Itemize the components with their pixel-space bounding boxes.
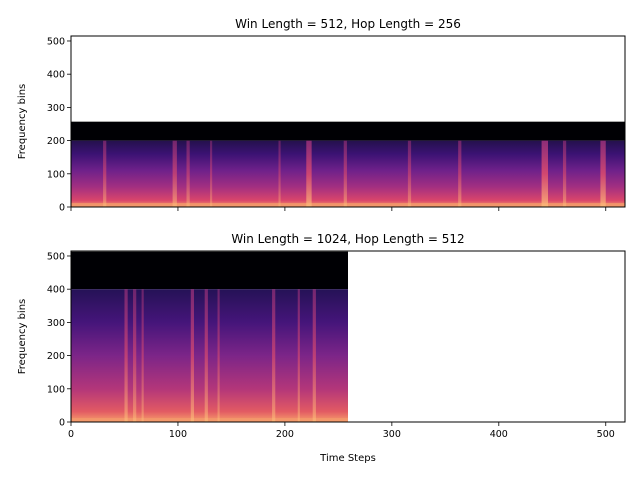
ytick-label-top-0: 0 — [59, 203, 65, 214]
spectrogram-track-top-8 — [458, 140, 462, 207]
chart-title-top: Win Length = 512, Hop Length = 256 — [235, 17, 461, 31]
spectrogram-track-top-11 — [600, 140, 606, 207]
spectrogram-track-top-1 — [172, 140, 177, 207]
ytick-label-top-300: 300 — [47, 103, 65, 114]
spectrogram-track-bottom-5 — [217, 289, 220, 422]
spectrogram-track-bottom-4 — [204, 289, 208, 422]
spectrogram-empty-band-top — [71, 121, 625, 141]
spectrogram-track-top-0 — [103, 140, 107, 207]
ytick-label-bottom-100: 100 — [47, 384, 65, 395]
ytick-label-bottom-500: 500 — [47, 251, 65, 262]
spectrogram-track-bottom-8 — [312, 289, 316, 422]
spectrogram-track-top-7 — [407, 140, 412, 207]
xtick-label-bottom-400: 400 — [490, 429, 508, 440]
xtick-label-bottom-500: 500 — [597, 429, 615, 440]
ytick-label-bottom-0: 0 — [59, 418, 65, 429]
chart-title-bottom: Win Length = 1024, Hop Length = 512 — [231, 232, 464, 246]
xtick-label-bottom-300: 300 — [383, 429, 401, 440]
xtick-label-bottom-0: 0 — [68, 429, 74, 440]
spectrogram-track-top-6 — [343, 140, 347, 207]
ytick-label-bottom-200: 200 — [47, 351, 65, 362]
spectrogram-energy-bottom — [71, 289, 348, 422]
spectrogram-track-bottom-6 — [272, 289, 276, 422]
spectrogram-track-bottom-7 — [297, 289, 300, 422]
spectrogram-track-bottom-0 — [124, 289, 128, 422]
axes-frame-top — [70, 35, 626, 208]
spectrogram-energy-top — [71, 140, 625, 207]
spectrogram-panel-bottom: 0 100 200 300 400 500 0 100 200 300 400 500 Win Len… — [17, 232, 626, 464]
spectrogram-track-top-10 — [562, 140, 567, 207]
spectrogram-lowfreq-top — [71, 203, 625, 207]
ytick-label-top-100: 100 — [47, 169, 65, 180]
spectrogram-track-top-9 — [541, 140, 548, 207]
spectrogram-lowfreq-bottom — [71, 418, 348, 422]
axes-frame-bottom — [70, 250, 626, 423]
xtick-label-bottom-200: 200 — [276, 429, 294, 440]
ytick-label-bottom-300: 300 — [47, 318, 65, 329]
spectrogram-track-bottom-1 — [133, 289, 137, 422]
ytick-label-top-500: 500 — [47, 36, 65, 47]
ytick-label-top-200: 200 — [47, 136, 65, 147]
spectrogram-track-top-2 — [186, 140, 190, 207]
xlabel-bottom: Time Steps — [319, 453, 376, 464]
ytick-label-top-400: 400 — [47, 70, 65, 81]
spectrogram-track-bottom-3 — [190, 289, 194, 422]
spectrogram-panel-top: 0 100 200 300 400 500 Win Length = 512, Hop L… — [17, 17, 626, 214]
xtick-label-bottom-100: 100 — [169, 429, 187, 440]
spectrogram-track-top-3 — [210, 140, 213, 207]
ylabel-bottom: Frequency bins — [17, 299, 28, 375]
spectrogram-track-top-5 — [306, 140, 312, 207]
spectrogram-empty-band-bottom — [71, 251, 348, 290]
ylabel-top: Frequency bins — [17, 84, 28, 160]
ytick-label-bottom-400: 400 — [47, 285, 65, 296]
spectrogram-track-bottom-2 — [141, 289, 144, 422]
spectrogram-track-top-4 — [278, 140, 281, 207]
